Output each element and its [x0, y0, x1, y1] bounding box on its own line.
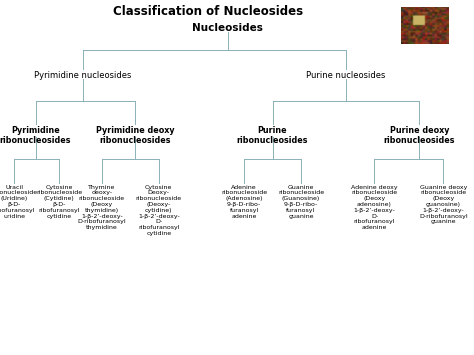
Text: Purine nucleosides: Purine nucleosides	[306, 71, 386, 80]
Text: Thymine
deoxy-
ribonucleoside
(Deoxy
thymidine)
1-β-2’-deoxy-
D-ribofuranosyl
th: Thymine deoxy- ribonucleoside (Deoxy thy…	[78, 185, 126, 230]
Text: Pyrimidine nucleosides: Pyrimidine nucleosides	[34, 71, 132, 80]
Text: Classification of Nucleosides: Classification of Nucleosides	[113, 5, 304, 18]
Text: Adenine deoxy
ribonucleoside
(Deoxy
adenosine)
1-β-2’-deoxy-
D-
ribofuranosyl
ad: Adenine deoxy ribonucleoside (Deoxy aden…	[351, 185, 398, 230]
Text: Cytosine
Deoxy-
ribonucleoside
(Deoxy-
cytidine)
1-β-2’-deoxy-
D-
ribofuranosyl
: Cytosine Deoxy- ribonucleoside (Deoxy- c…	[136, 185, 182, 236]
Text: Uracil
ribonucleoside
(Uridine)
β-D-
ribofuranosyl
uridine: Uracil ribonucleoside (Uridine) β-D- rib…	[0, 185, 37, 219]
Text: Guanine
ribonucleoside
(Guanosine)
9-β-D-ribo-
furanosyl
guanine: Guanine ribonucleoside (Guanosine) 9-β-D…	[278, 185, 324, 219]
Text: Adenine
ribonucleoside
(Adenosine)
9-β-D-ribo-
furanosyl
adenine: Adenine ribonucleoside (Adenosine) 9-β-D…	[221, 185, 267, 219]
Text: Purine deoxy
ribonucleosides: Purine deoxy ribonucleosides	[384, 126, 455, 146]
Text: Pyrimidine deoxy
ribonucleosides: Pyrimidine deoxy ribonucleosides	[96, 126, 174, 146]
Text: Nucleosides: Nucleosides	[192, 23, 263, 33]
Text: Cytosine
ribonucleoside
(Cytidine)
β-D-
ribofuranosyl
cytidine: Cytosine ribonucleoside (Cytidine) β-D- …	[36, 185, 82, 219]
Text: Guanine deoxy
ribonucleoside
(Deoxy
guanosine)
1-β-2’-deoxy-
D-ribofuranosyl
gua: Guanine deoxy ribonucleoside (Deoxy guan…	[419, 185, 467, 224]
Text: Pyrimidine
ribonucleosides: Pyrimidine ribonucleosides	[0, 126, 71, 146]
Text: Purine
ribonucleosides: Purine ribonucleosides	[237, 126, 308, 146]
